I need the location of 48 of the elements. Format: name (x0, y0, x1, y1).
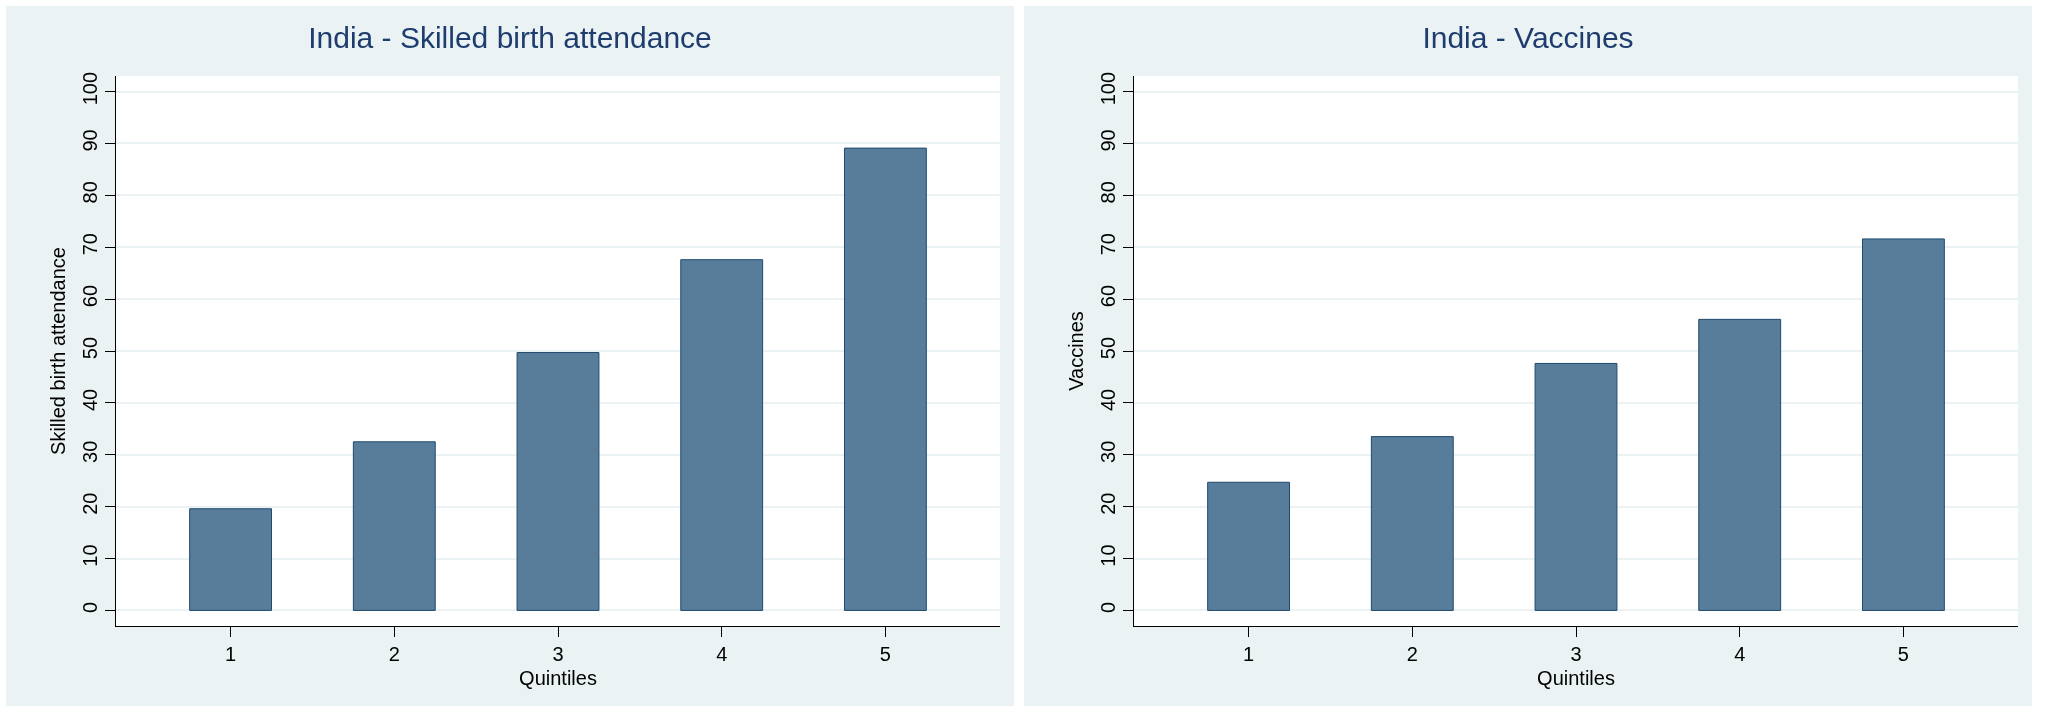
y-tick-label: 10 (79, 544, 101, 567)
y-tick-label: 70 (79, 233, 101, 256)
x-axis-title: Quintiles (519, 666, 597, 689)
x-tick-label: 5 (879, 643, 891, 665)
y-tick-label: 20 (1097, 492, 1119, 515)
x-tick-label: 5 (1897, 643, 1909, 665)
y-tick-label: 10 (1097, 544, 1119, 567)
y-tick-label: 50 (1097, 336, 1119, 360)
y-tick-label: 60 (1097, 284, 1119, 308)
y-tick-label: 40 (79, 388, 101, 412)
bar (1370, 436, 1454, 611)
y-tick-label: 0 (1097, 601, 1119, 613)
x-tick-label: 1 (225, 643, 237, 665)
x-tick-label: 2 (1406, 643, 1418, 665)
x-tick-label: 3 (552, 643, 564, 665)
y-tick-label: 70 (1097, 233, 1119, 256)
bar (352, 441, 436, 611)
x-tick-label: 3 (1570, 643, 1582, 665)
bar (1698, 318, 1782, 611)
y-tick-label: 40 (1097, 388, 1119, 412)
bar (1534, 362, 1618, 611)
y-tick-label: 100 (79, 71, 101, 106)
x-tick-label: 1 (1243, 643, 1255, 665)
bar (516, 352, 600, 611)
y-tick-label: 100 (1097, 71, 1119, 106)
y-axis-title: Skilled birth attendance (46, 247, 69, 455)
y-tick-label: 0 (79, 601, 101, 613)
bar (680, 259, 764, 611)
x-tick-label: 4 (1734, 643, 1746, 665)
y-tick-label: 80 (1097, 181, 1119, 204)
y-tick-label: 20 (79, 492, 101, 515)
y-tick-label: 30 (1097, 440, 1119, 463)
bar (1207, 481, 1291, 611)
y-tick-label: 50 (79, 336, 101, 360)
y-tick-label: 60 (79, 284, 101, 308)
chart-title: India - Skilled birth attendance (308, 21, 712, 54)
x-axis-title: Quintiles (1537, 666, 1615, 689)
y-tick-label: 90 (79, 129, 101, 152)
chart-title: India - Vaccines (1422, 21, 1634, 54)
bar (1861, 238, 1945, 611)
bar (843, 147, 927, 611)
y-tick-label: 80 (79, 181, 101, 204)
x-tick-label: 2 (388, 643, 400, 665)
y-axis-title: Vaccines (1064, 311, 1087, 391)
y-tick-label: 30 (79, 440, 101, 463)
bar (189, 508, 273, 611)
y-tick-label: 90 (1097, 129, 1119, 152)
x-tick-label: 4 (716, 643, 728, 665)
